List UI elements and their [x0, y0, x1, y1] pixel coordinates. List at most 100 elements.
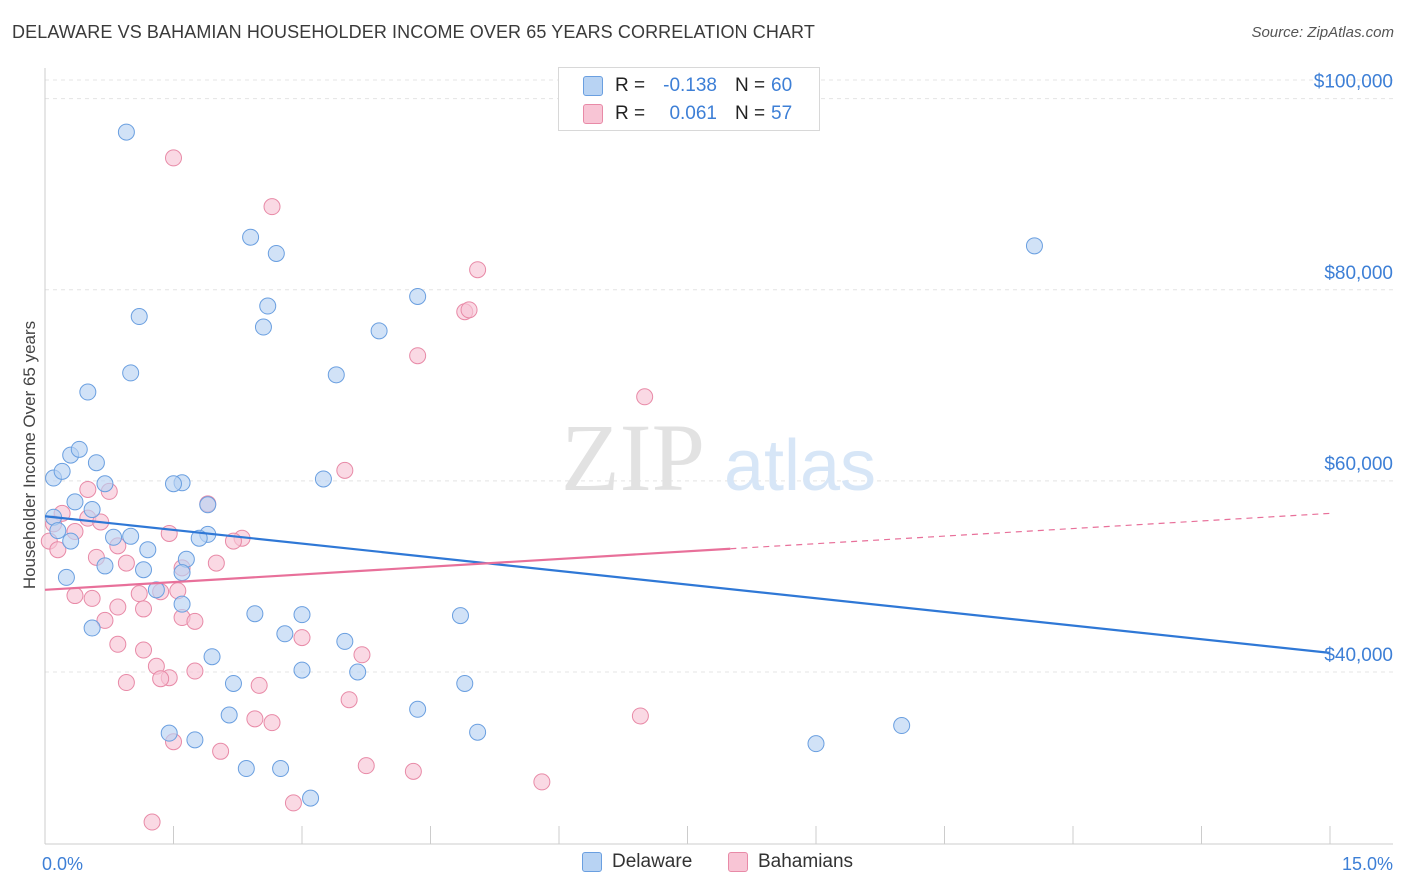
bahamians-point: [49, 541, 67, 559]
source-label: Source: ZipAtlas.com: [1251, 24, 1394, 41]
x-tick-label: 15.0%: [1342, 854, 1393, 874]
delaware-point: [199, 496, 217, 514]
delaware-point: [293, 661, 311, 679]
bahamians-legend-swatch: [728, 852, 748, 872]
delaware-point: [96, 557, 114, 575]
delaware-point: [53, 462, 71, 480]
delaware-trend-line: [44, 515, 1331, 654]
delaware-point: [173, 564, 191, 582]
delaware-point: [314, 470, 332, 488]
n-value: 60: [771, 75, 793, 96]
delaware-point: [122, 527, 140, 545]
bahamians-point: [135, 641, 153, 659]
bahamians-point: [293, 629, 311, 647]
bahamians-trend-line: [44, 547, 731, 591]
tick-labels: $40,000 $60,000 $80,000 $100,000 0.0% 15.0%: [42, 72, 1393, 874]
bahamians-point: [135, 600, 153, 618]
delaware-point: [70, 440, 88, 458]
delaware-point: [807, 735, 825, 753]
delaware-point: [49, 522, 67, 540]
delaware-point: [57, 568, 75, 586]
r-label: R =: [615, 103, 646, 124]
delaware-point: [237, 760, 255, 778]
n-value: 57: [771, 103, 793, 124]
delaware-point: [87, 454, 105, 472]
bahamians-point: [79, 480, 97, 498]
delaware-point: [79, 383, 97, 401]
bahamians-point: [143, 813, 161, 831]
delaware-point: [451, 607, 469, 625]
delaware-swatch: [583, 76, 603, 96]
delaware-point: [224, 674, 242, 692]
y-tick-label: $80,000: [1324, 263, 1393, 284]
stats-legend: R = -0.138 N = 60 R = 0.061 N = 57: [558, 67, 820, 131]
watermark: ZIP atlas: [561, 404, 876, 511]
bahamians-point: [165, 149, 182, 167]
bahamians-point: [409, 347, 427, 365]
delaware-point: [242, 228, 260, 246]
legend-row-delaware: R = -0.138 N = 60: [559, 72, 792, 100]
delaware-point: [190, 529, 208, 547]
delaware-point: [66, 493, 84, 511]
delaware-point: [327, 366, 345, 384]
delaware-point: [276, 625, 294, 643]
bahamians-point: [404, 762, 422, 780]
bahamians-point: [533, 773, 551, 791]
delaware-point: [130, 308, 148, 326]
delaware-point: [62, 532, 80, 550]
bahamians-point: [117, 674, 135, 692]
bahamians-point: [340, 691, 358, 709]
bahamians-point: [66, 587, 84, 605]
delaware-point: [259, 297, 277, 315]
bahamians-legend-label: Bahamians: [758, 851, 854, 872]
y-tick-label: $60,000: [1324, 454, 1393, 475]
bahamians-point: [460, 301, 478, 319]
bahamians-point: [109, 598, 127, 616]
bahamians-point: [207, 554, 225, 572]
bahamians-point: [117, 554, 135, 572]
delaware-point: [96, 475, 114, 493]
delaware-point: [147, 581, 165, 599]
x-tick-label: 0.0%: [42, 854, 83, 874]
bahamians-point: [246, 710, 264, 728]
bahamians-point: [250, 676, 268, 694]
delaware-point: [409, 287, 427, 305]
grid-lines: [45, 79, 1393, 673]
delaware-point: [83, 619, 101, 637]
n-label: N =: [735, 75, 766, 96]
delaware-point: [246, 605, 264, 623]
delaware-point: [165, 475, 182, 493]
axes: [44, 68, 1393, 845]
delaware-point: [254, 318, 272, 336]
bahamians-point: [130, 585, 148, 603]
r-value: 0.061: [669, 103, 717, 124]
delaware-point: [469, 723, 487, 741]
bahamians-point: [96, 611, 114, 629]
trend-lines: [44, 512, 1331, 654]
y-tick-label: $40,000: [1324, 645, 1393, 666]
bahamians-point: [83, 589, 101, 607]
delaware-point: [293, 606, 311, 624]
bahamians-point: [469, 261, 487, 279]
delaware-point: [370, 322, 388, 340]
bahamians-point: [357, 757, 375, 775]
delaware-point: [105, 528, 123, 546]
bahamians-point: [186, 612, 204, 630]
bahamians-point: [636, 388, 654, 406]
delaware-point: [160, 724, 178, 742]
bahamians-point: [263, 714, 281, 732]
legend-item-bahamians: Bahamians: [728, 851, 853, 873]
bahamians-point: [152, 670, 170, 688]
delaware-point: [83, 501, 101, 519]
chart-title: DELAWARE VS BAHAMIAN HOUSEHOLDER INCOME …: [12, 22, 815, 42]
delaware-point: [186, 731, 204, 749]
delaware-point: [456, 674, 474, 692]
bahamians-point: [186, 662, 204, 680]
delaware-point: [173, 595, 191, 613]
delaware-point: [409, 700, 427, 718]
delaware-point: [220, 706, 238, 724]
delaware-point: [1025, 237, 1043, 255]
delaware-point: [302, 789, 320, 807]
delaware-point: [267, 244, 285, 262]
